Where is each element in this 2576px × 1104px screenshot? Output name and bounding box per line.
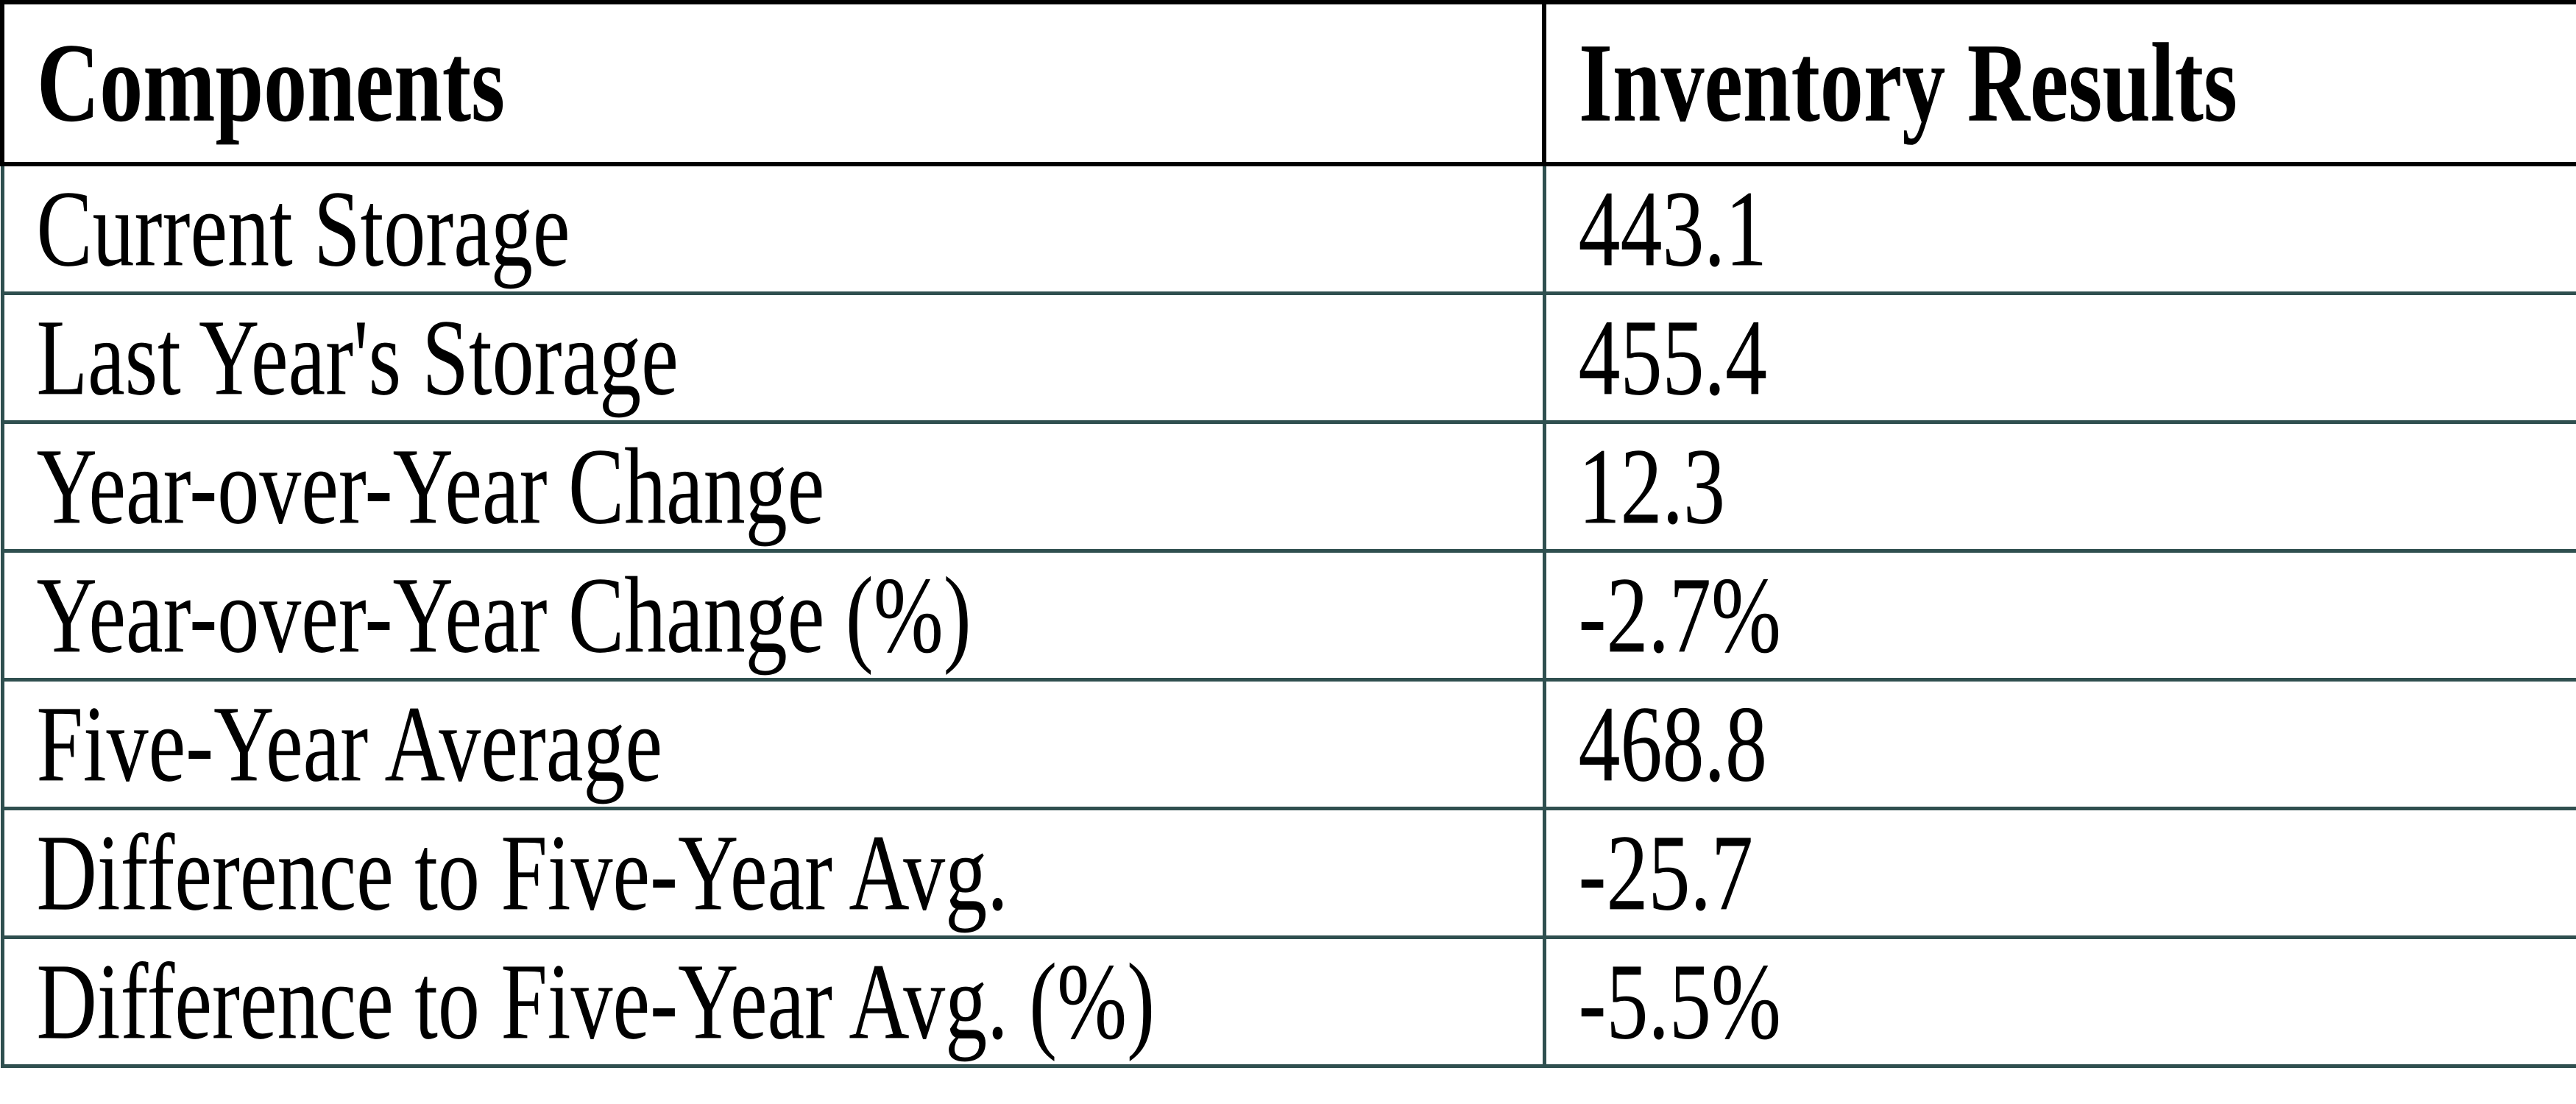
- result-value: 455.4: [1578, 296, 1768, 418]
- component-label: Difference to Five-Year Avg. (%): [36, 940, 1156, 1062]
- component-label: Five-Year Average: [36, 682, 663, 804]
- table-row: Five-Year Average 468.8: [0, 678, 2576, 810]
- component-label: Difference to Five-Year Avg.: [36, 811, 1008, 933]
- result-cell: 455.4: [1542, 291, 2576, 424]
- component-cell: Difference to Five-Year Avg. (%): [0, 935, 1546, 1068]
- result-cell: -25.7: [1542, 807, 2576, 939]
- column-header-components: Components: [0, 0, 1546, 166]
- result-value: 443.1: [1578, 167, 1768, 289]
- table-row: Difference to Five-Year Avg. (%) -5.5%: [0, 935, 2576, 1068]
- component-label: Current Storage: [36, 167, 570, 289]
- result-cell: 443.1: [1542, 162, 2576, 295]
- component-label: Year-over-Year Change: [36, 425, 825, 547]
- result-value: -5.5%: [1578, 940, 1781, 1062]
- component-cell: Year-over-Year Change: [0, 420, 1546, 553]
- table-row: Last Year's Storage 455.4: [0, 291, 2576, 424]
- table-row: Year-over-Year Change 12.3: [0, 420, 2576, 553]
- component-cell: Current Storage: [0, 162, 1546, 295]
- result-value: 468.8: [1578, 682, 1768, 804]
- result-cell: -5.5%: [1542, 935, 2576, 1068]
- component-cell: Year-over-Year Change (%): [0, 549, 1546, 682]
- column-header-inventory-results-label: Inventory Results: [1579, 20, 2237, 146]
- inventory-results-table: Components Inventory Results Current Sto…: [0, 0, 2576, 1068]
- result-value: -25.7: [1578, 811, 1753, 933]
- column-header-inventory-results: Inventory Results: [1542, 0, 2576, 166]
- component-label: Last Year's Storage: [36, 296, 679, 418]
- component-label: Year-over-Year Change (%): [36, 553, 972, 676]
- result-cell: 12.3: [1542, 420, 2576, 553]
- table-row: Difference to Five-Year Avg. -25.7: [0, 807, 2576, 939]
- header-row: Components Inventory Results: [0, 0, 2576, 166]
- component-cell: Five-Year Average: [0, 678, 1546, 810]
- table-body: Current Storage 443.1 Last Year's Storage 4…: [0, 162, 2576, 1068]
- result-cell: -2.7%: [1542, 549, 2576, 682]
- component-cell: Difference to Five-Year Avg.: [0, 807, 1546, 939]
- result-value: 12.3: [1578, 425, 1726, 547]
- result-cell: 468.8: [1542, 678, 2576, 810]
- table-row: Current Storage 443.1: [0, 162, 2576, 295]
- table-row: Year-over-Year Change (%) -2.7%: [0, 549, 2576, 682]
- component-cell: Last Year's Storage: [0, 291, 1546, 424]
- result-value: -2.7%: [1578, 553, 1781, 676]
- column-header-components-label: Components: [37, 20, 505, 146]
